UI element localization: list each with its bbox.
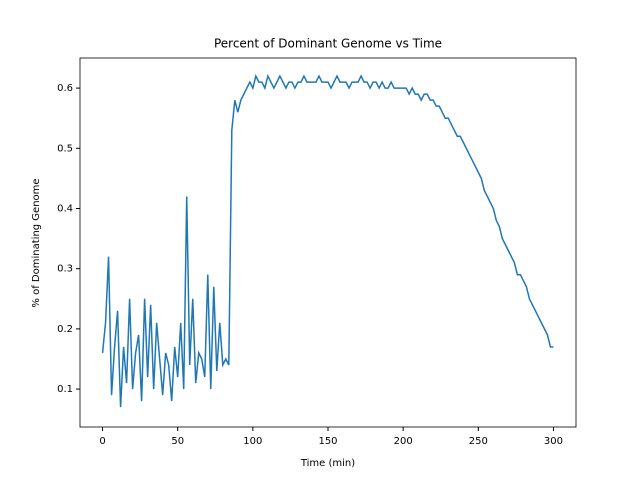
y-tick-label: 0.1: [57, 384, 73, 395]
x-axis-label: Time (min): [300, 458, 355, 469]
y-tick-label: 0.2: [57, 324, 73, 335]
chart-title: Percent of Dominant Genome vs Time: [214, 37, 442, 51]
y-tick-label: 0.4: [57, 203, 73, 214]
x-tick-label: 100: [243, 436, 262, 447]
x-tick-label: 0: [99, 436, 105, 447]
plot-frame: [79, 57, 577, 428]
y-tick-label: 0.5: [57, 143, 73, 154]
y-axis-label: % of Dominating Genome: [31, 178, 42, 307]
x-tick-label: 250: [469, 436, 488, 447]
x-tick-label: 50: [171, 436, 184, 447]
x-tick-label: 200: [394, 436, 413, 447]
y-tick-label: 0.6: [57, 83, 73, 94]
y-tick-label: 0.3: [57, 264, 73, 275]
data-line: [101, 73, 554, 408]
x-tick-label: 150: [318, 436, 337, 447]
x-tick-label: 300: [544, 436, 563, 447]
